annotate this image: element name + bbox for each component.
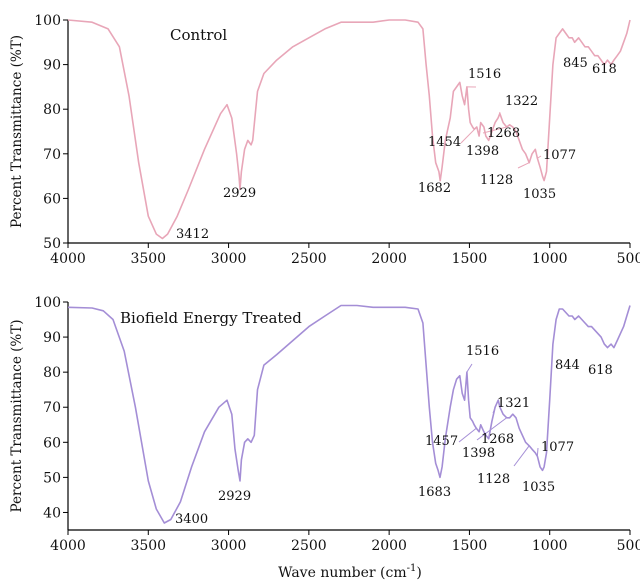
y-tick-label: 50 bbox=[43, 236, 61, 252]
x-tick-label: 3500 bbox=[130, 538, 166, 554]
peak-label: 1035 bbox=[523, 187, 556, 202]
x-tick-label: 2500 bbox=[291, 251, 327, 267]
y-tick-label: 100 bbox=[34, 13, 61, 29]
peak-label: 2929 bbox=[218, 489, 251, 504]
y-tick-label: 80 bbox=[43, 102, 61, 118]
peak-label: 1128 bbox=[480, 173, 513, 188]
peak-leader-line bbox=[459, 428, 476, 442]
peak-label: 1268 bbox=[487, 126, 520, 141]
spectrum-line bbox=[68, 20, 630, 239]
y-tick-label: 60 bbox=[43, 191, 61, 207]
peak-label: 1516 bbox=[466, 344, 499, 359]
x-tick-label: 1500 bbox=[452, 251, 488, 267]
peak-label: 1322 bbox=[505, 94, 538, 109]
y-tick-label: 70 bbox=[43, 400, 61, 416]
x-tick-label: 1500 bbox=[452, 538, 488, 554]
y-tick-label: 50 bbox=[43, 470, 61, 486]
x-tick-label: 500 bbox=[617, 538, 640, 554]
peak-leader-line bbox=[537, 448, 538, 456]
peak-label: 1077 bbox=[541, 440, 574, 455]
x-tick-label: 500 bbox=[617, 251, 640, 267]
peak-label: 3400 bbox=[175, 512, 208, 527]
y-tick-label: 60 bbox=[43, 435, 61, 451]
treated-spectrum-panel: 4000 3500 3000 2500 2000 1500 1000 500 40 50 60 70 8… bbox=[9, 295, 640, 554]
x-tick-label: 2000 bbox=[371, 251, 407, 267]
peak-label: 1398 bbox=[466, 144, 499, 159]
peak-label: 1457 bbox=[425, 434, 458, 449]
peak-label: 1035 bbox=[522, 480, 555, 495]
x-tick-label: 3000 bbox=[211, 251, 247, 267]
y-tick-label: 40 bbox=[43, 505, 61, 521]
peak-label: 618 bbox=[588, 363, 613, 378]
peak-leader-line bbox=[461, 127, 477, 143]
x-tick-label: 1000 bbox=[532, 538, 568, 554]
peak-label: 1321 bbox=[497, 396, 530, 411]
y-tick-label: 70 bbox=[43, 147, 61, 163]
x-tick-label: 1000 bbox=[532, 251, 568, 267]
peak-label: 1128 bbox=[477, 472, 510, 487]
y-axis-label: Percent Transmittance (%T) bbox=[9, 35, 25, 228]
x-axis-label: Wave number (cm-1) bbox=[278, 563, 422, 581]
y-axis-label: Percent Transmittance (%T) bbox=[9, 320, 25, 513]
peak-leader-line bbox=[518, 163, 529, 168]
y-tick-label: 80 bbox=[43, 365, 61, 381]
peak-label: 2929 bbox=[223, 186, 256, 201]
peak-leader-line bbox=[467, 364, 472, 372]
peak-label: 1268 bbox=[481, 432, 514, 447]
peak-label: 1398 bbox=[462, 446, 495, 461]
peak-label: 3412 bbox=[176, 227, 209, 242]
x-tick-label: 4000 bbox=[50, 251, 86, 267]
x-tick-label: 3500 bbox=[130, 251, 166, 267]
peak-label: 618 bbox=[592, 62, 617, 77]
x-tick-label: 2000 bbox=[371, 538, 407, 554]
panel-title: Control bbox=[170, 26, 227, 44]
peak-label: 1682 bbox=[418, 181, 451, 196]
peak-label: 1454 bbox=[428, 135, 461, 150]
y-tick-label: 90 bbox=[43, 330, 61, 346]
peak-leader-line bbox=[514, 446, 529, 466]
panel-title: Biofield Energy Treated bbox=[120, 309, 302, 327]
y-tick-label: 100 bbox=[34, 295, 61, 311]
control-spectrum-panel: 4000 3500 3000 2500 2000 1500 1000 500 50 60 70 80 9… bbox=[9, 13, 640, 267]
peak-label: 1683 bbox=[418, 485, 451, 500]
x-tick-label: 2500 bbox=[291, 538, 327, 554]
x-tick-label: 3000 bbox=[211, 538, 247, 554]
peak-label: 1516 bbox=[468, 67, 501, 82]
peak-label: 845 bbox=[563, 56, 588, 71]
y-tick-label: 90 bbox=[43, 58, 61, 74]
peak-label: 844 bbox=[555, 358, 580, 373]
x-axis-label-close: ) bbox=[416, 565, 421, 581]
x-axis-label-main: Wave number (cm bbox=[278, 565, 406, 581]
x-tick-label: 4000 bbox=[50, 538, 86, 554]
x-axis-label-superscript: -1 bbox=[407, 563, 417, 574]
peak-label: 1077 bbox=[543, 148, 576, 163]
